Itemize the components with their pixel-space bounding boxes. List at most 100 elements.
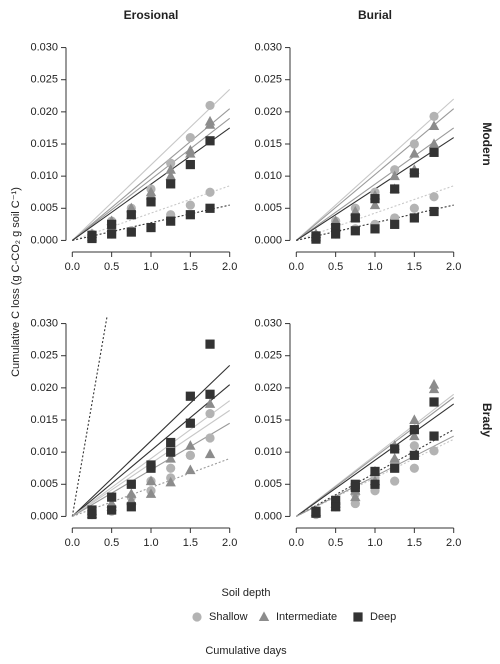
y-tick-label: 0.015 [254, 414, 282, 426]
x-tick-label: 1.0 [143, 537, 158, 549]
y-tick-label: 0.020 [254, 382, 282, 394]
legend-marker [192, 612, 202, 622]
data-point [429, 206, 439, 217]
data-point [185, 148, 196, 158]
data-point [429, 431, 439, 441]
data-point [126, 227, 136, 237]
data-point [107, 492, 117, 502]
data-point [165, 476, 176, 487]
x-axis-label: Cumulative days [205, 645, 287, 657]
data-point [87, 509, 97, 520]
x-tick-label: 0.5 [104, 261, 119, 273]
x-tick-label: 0.5 [328, 537, 343, 549]
x-tick-label: 2.0 [446, 261, 461, 273]
fit-line [295, 397, 455, 517]
data-point [107, 219, 117, 229]
y-tick-label: 0.005 [30, 202, 58, 214]
data-point [205, 433, 215, 443]
data-point [350, 491, 361, 502]
data-point [166, 447, 176, 457]
data-point [429, 397, 439, 407]
x-tick-label: 0.0 [65, 537, 80, 549]
data-point [205, 339, 215, 349]
data-point [311, 508, 321, 518]
data-point [145, 475, 157, 486]
data-point [331, 229, 341, 239]
y-tick-label: 0.020 [30, 382, 58, 394]
fit-line [71, 108, 231, 241]
data-point [350, 498, 360, 509]
data-point [145, 488, 157, 498]
data-point [165, 164, 176, 174]
data-point [409, 139, 419, 149]
y-axis-label: Cumulative C loss (g C-CO₂ g soil C⁻¹) [10, 187, 22, 377]
data-point [204, 448, 216, 459]
data-point [205, 389, 215, 399]
data-point [350, 205, 361, 216]
x-tick-label: 0.0 [289, 261, 304, 273]
y-tick-label: 0.005 [254, 202, 282, 214]
y-tick-label: 0.015 [30, 138, 58, 150]
x-tick-label: 0.5 [328, 261, 343, 273]
data-point [330, 215, 341, 226]
x-tick-label: 1.0 [367, 261, 382, 273]
data-point [146, 197, 156, 207]
y-tick-label: 0.000 [30, 510, 58, 522]
data-point [350, 213, 360, 223]
y-tick-label: 0.020 [254, 106, 282, 118]
fit-line [71, 364, 231, 517]
data-point [390, 476, 400, 486]
x-tick-label: 1.0 [143, 261, 158, 273]
data-point [429, 446, 439, 456]
data-point [126, 479, 136, 489]
data-point [409, 213, 419, 223]
legend-marker [353, 612, 363, 622]
data-point [146, 463, 156, 473]
data-point [185, 418, 195, 428]
data-point [390, 219, 400, 229]
y-tick-label: 0.020 [30, 106, 58, 118]
y-tick-label: 0.030 [254, 317, 282, 329]
x-tick-label: 0.5 [104, 537, 119, 549]
fit-line [71, 400, 231, 517]
legend-marker [258, 611, 270, 621]
data-point [390, 444, 400, 454]
legend-title: Soil depth [222, 587, 271, 599]
x-tick-label: 1.5 [407, 261, 422, 273]
data-point [350, 226, 360, 236]
data-point [205, 408, 215, 419]
y-tick-label: 0.010 [30, 446, 58, 458]
x-tick-label: 1.5 [407, 537, 422, 549]
legend-label: Intermediate [276, 611, 337, 623]
data-point [331, 222, 341, 233]
data-point [409, 148, 420, 158]
data-point [205, 136, 215, 146]
data-point [429, 147, 439, 157]
data-point [409, 430, 420, 441]
x-tick-label: 1.5 [183, 537, 198, 549]
x-tick-label: 1.5 [183, 261, 198, 273]
data-point [185, 200, 195, 210]
data-point [87, 233, 97, 244]
data-point [146, 222, 156, 233]
data-point [126, 494, 137, 505]
data-point [204, 398, 216, 408]
data-point [165, 170, 176, 181]
data-point [369, 199, 381, 210]
y-tick-label: 0.010 [254, 446, 282, 458]
data-point [166, 463, 176, 473]
data-point [165, 452, 176, 463]
data-point [185, 464, 196, 475]
y-tick-label: 0.005 [30, 478, 58, 490]
data-point [205, 187, 215, 197]
y-tick-label: 0.010 [254, 170, 282, 182]
x-tick-label: 2.0 [446, 537, 461, 549]
data-point [185, 132, 195, 143]
y-tick-label: 0.030 [254, 41, 282, 53]
data-point [389, 170, 400, 181]
data-point [185, 440, 196, 450]
y-tick-label: 0.000 [254, 510, 282, 522]
fit-line [295, 108, 455, 241]
data-point [409, 441, 419, 451]
